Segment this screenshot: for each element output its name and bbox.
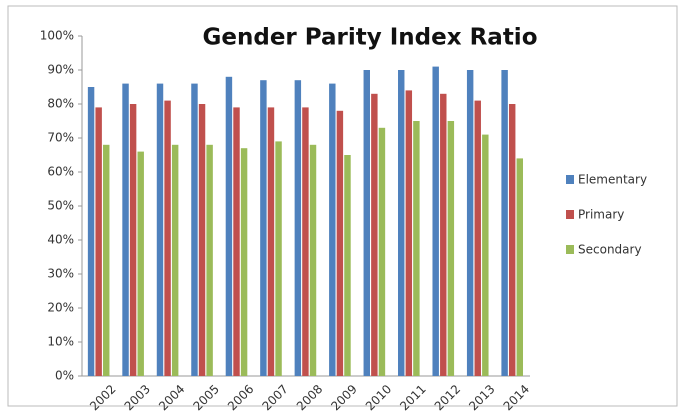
bar: [225, 76, 233, 377]
y-tick-label: 10%: [47, 335, 74, 349]
y-tick-label: 90%: [47, 63, 74, 77]
bar: [206, 144, 213, 376]
y-tick-label: 100%: [40, 29, 74, 43]
bar: [440, 93, 447, 377]
y-tick-label: 70%: [47, 131, 74, 145]
bar: [482, 134, 489, 376]
legend-swatch: [566, 245, 574, 254]
chart-title: Gender Parity Index Ratio: [203, 25, 538, 51]
y-tick-label: 80%: [47, 97, 74, 111]
bar: [171, 144, 179, 376]
bar: [129, 104, 137, 376]
bar: [413, 121, 420, 376]
bar: [294, 80, 302, 376]
bar: [103, 144, 110, 376]
bar: [191, 83, 198, 376]
bar: [405, 90, 413, 377]
bar: [466, 70, 474, 376]
bar: [363, 70, 370, 376]
bar: [95, 107, 102, 377]
bar: [336, 110, 344, 377]
bar: [432, 66, 439, 376]
bar: [371, 93, 378, 377]
y-tick-label: 30%: [47, 267, 74, 281]
y-tick-label: 20%: [47, 301, 74, 315]
legend-label: Primary: [578, 208, 624, 222]
legend-swatch: [566, 210, 574, 219]
bar: [447, 121, 455, 376]
bar: [309, 144, 317, 376]
bar: [501, 70, 508, 376]
bar: [87, 87, 95, 376]
bar: [240, 148, 248, 376]
bar: [516, 158, 524, 376]
bar: [164, 100, 171, 376]
legend-label: Secondary: [578, 243, 642, 257]
bar: [344, 155, 351, 376]
legend-swatch: [566, 175, 574, 184]
y-tick-label: 50%: [47, 199, 74, 213]
bar: [302, 107, 309, 377]
bar: [329, 83, 336, 376]
y-tick-label: 60%: [47, 165, 74, 179]
bar: [378, 127, 386, 376]
bar: [122, 83, 129, 376]
legend-label: Elementary: [578, 173, 647, 187]
bar: [260, 80, 267, 376]
bar: [275, 141, 282, 376]
y-tick-label: 0%: [55, 369, 74, 383]
bar: [398, 70, 405, 376]
bar: [267, 107, 275, 377]
bar: [233, 107, 240, 377]
bar: [137, 151, 144, 376]
bar: [508, 104, 516, 376]
bar: [156, 83, 164, 376]
bar: [474, 100, 481, 376]
y-tick-label: 40%: [47, 233, 74, 247]
bar: [198, 104, 206, 376]
